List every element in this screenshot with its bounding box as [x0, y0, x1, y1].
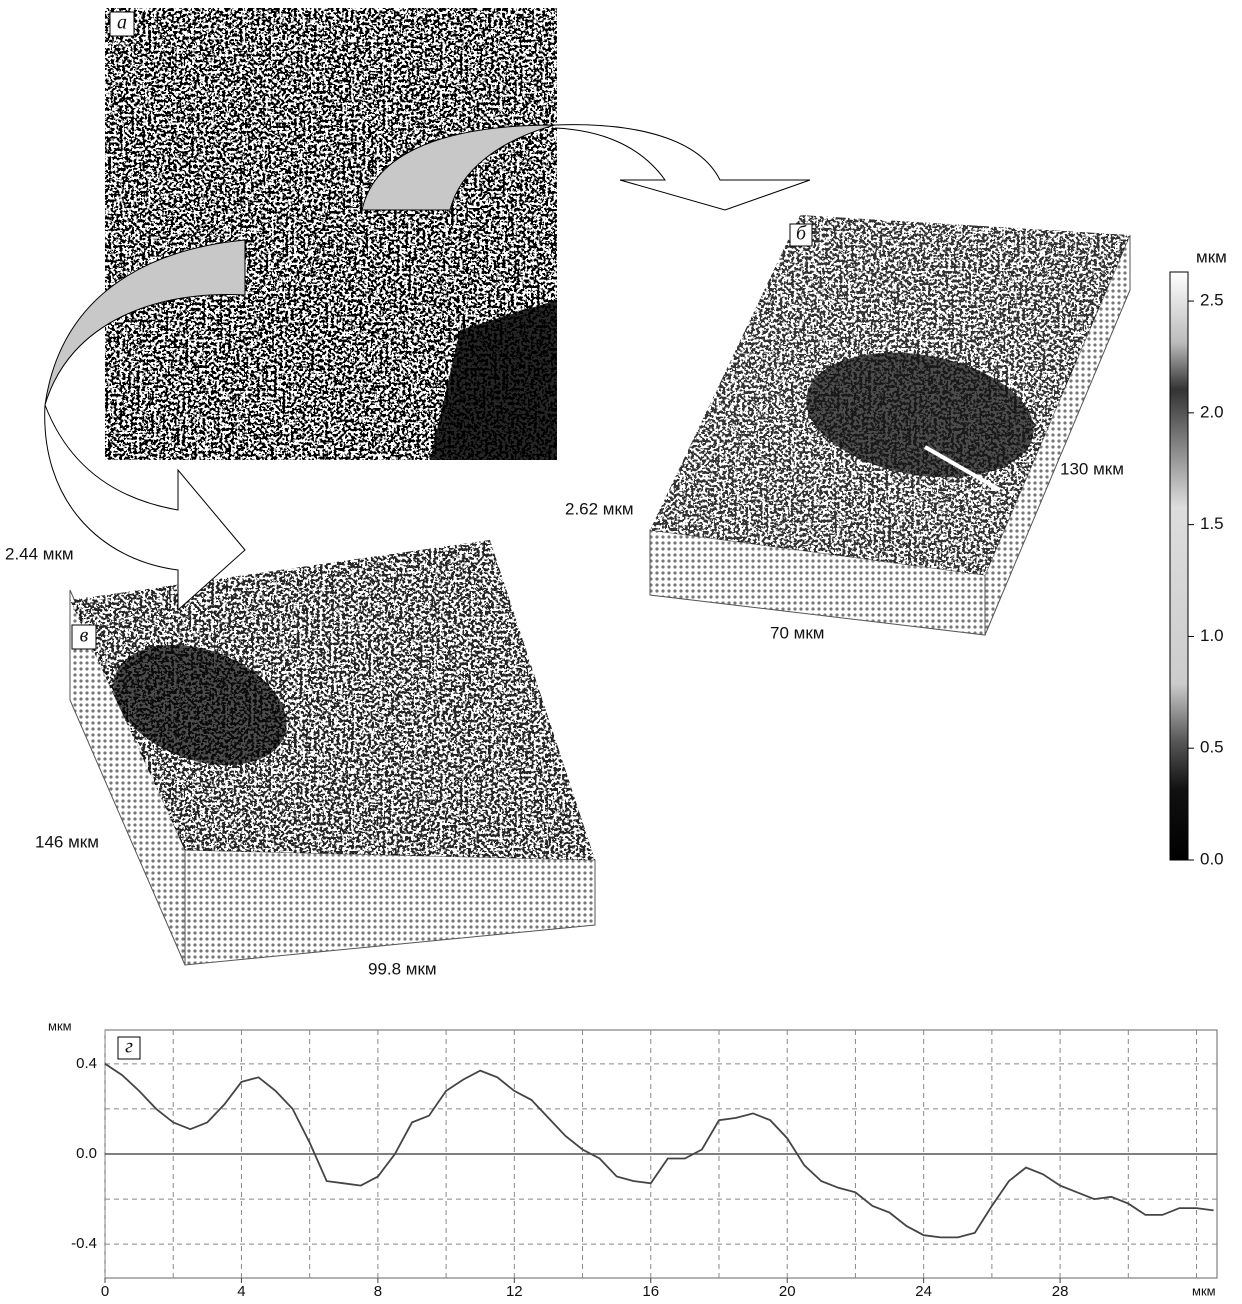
panel-label: в — [80, 625, 89, 647]
x-tick-label: 12 — [506, 1283, 523, 1300]
x-tick-label: 28 — [1052, 1283, 1069, 1300]
panel-label: г — [125, 1036, 133, 1058]
panel-a-image — [105, 8, 557, 460]
profile-line — [105, 1064, 1214, 1238]
dim-label: 70 мкм — [770, 623, 824, 642]
y-unit: мкм — [48, 1018, 72, 1033]
arrow — [555, 125, 810, 210]
x-unit: мкм — [1192, 1283, 1216, 1298]
y-tick-label: 0.4 — [76, 1055, 97, 1072]
x-tick-label: 20 — [779, 1283, 796, 1300]
x-tick-label: 0 — [101, 1283, 109, 1300]
x-tick-label: 16 — [642, 1283, 659, 1300]
colorbar — [1170, 272, 1188, 860]
dim-label: 130 мкм — [1060, 459, 1124, 478]
colorbar-tick-label: 2.0 — [1200, 402, 1224, 421]
dim-label: 146 мкм — [35, 832, 99, 851]
x-tick-label: 24 — [915, 1283, 932, 1300]
colorbar-tick-label: 2.5 — [1200, 291, 1224, 310]
x-tick-label: 4 — [237, 1283, 245, 1300]
panel-label: б — [796, 223, 807, 245]
colorbar-tick-label: 1.5 — [1200, 514, 1224, 533]
dim-label: 2.44 мкм — [5, 544, 74, 563]
y-tick-label: -0.4 — [71, 1235, 97, 1252]
colorbar-tick-label: 0.0 — [1200, 849, 1224, 868]
colorbar-tick-label: 1.0 — [1200, 626, 1224, 645]
x-tick-label: 8 — [374, 1283, 382, 1300]
base — [185, 850, 595, 965]
dim-label: 2.62 мкм — [565, 499, 634, 518]
colorbar-unit: мкм — [1196, 247, 1227, 266]
panel-label: а — [117, 12, 127, 34]
colorbar-tick-label: 0.5 — [1200, 738, 1224, 757]
y-tick-label: 0.0 — [76, 1145, 97, 1162]
dim-label: 99.8 мкм — [368, 959, 437, 978]
figure: а б 2.62 мкм 130 мкм 70 мкм в 2.44 мкм 1… — [0, 0, 1242, 1304]
